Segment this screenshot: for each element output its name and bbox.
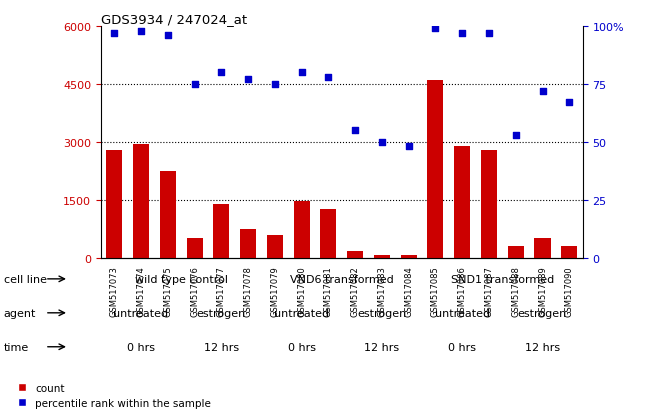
Text: untreated: untreated [113, 308, 169, 318]
Text: agent: agent [4, 308, 36, 318]
Text: 12 hrs: 12 hrs [204, 342, 239, 352]
Point [296, 70, 307, 76]
Point [564, 100, 574, 107]
Text: wild type control: wild type control [135, 274, 228, 284]
Point [510, 132, 521, 139]
Text: estrogen: estrogen [518, 308, 567, 318]
Bar [240, 229, 256, 258]
Text: cell line: cell line [4, 274, 47, 284]
Bar [374, 255, 390, 258]
Point [350, 128, 361, 134]
Legend: count, percentile rank within the sample: count, percentile rank within the sample [18, 383, 211, 408]
Bar [187, 239, 202, 258]
Bar [214, 205, 229, 258]
Bar [133, 145, 149, 258]
Bar [534, 239, 551, 258]
Bar [347, 251, 363, 258]
Bar [159, 171, 176, 258]
Text: 12 hrs: 12 hrs [525, 342, 560, 352]
Text: VND6 transformed: VND6 transformed [290, 274, 394, 284]
Text: 0 hrs: 0 hrs [127, 342, 155, 352]
Bar [320, 210, 337, 258]
Bar [400, 256, 417, 258]
Point [136, 28, 146, 35]
Text: untreated: untreated [274, 308, 329, 318]
Text: time: time [4, 342, 29, 352]
Point [377, 139, 387, 146]
Text: GDS3934 / 247024_at: GDS3934 / 247024_at [101, 13, 247, 26]
Bar [106, 150, 122, 258]
Point [484, 31, 494, 37]
Point [270, 81, 280, 88]
Text: 0 hrs: 0 hrs [448, 342, 477, 352]
Point [163, 33, 173, 39]
Bar [294, 201, 310, 258]
Text: 12 hrs: 12 hrs [365, 342, 400, 352]
Point [189, 81, 200, 88]
Bar [428, 81, 443, 258]
Point [404, 144, 414, 150]
Point [323, 74, 333, 81]
Point [109, 31, 120, 37]
Bar [481, 150, 497, 258]
Bar [508, 247, 524, 258]
Point [457, 31, 467, 37]
Text: untreated: untreated [435, 308, 490, 318]
Point [216, 70, 227, 76]
Point [430, 26, 441, 33]
Point [243, 77, 253, 83]
Point [537, 88, 547, 95]
Bar [561, 247, 577, 258]
Text: estrogen: estrogen [197, 308, 246, 318]
Text: 0 hrs: 0 hrs [288, 342, 316, 352]
Text: estrogen: estrogen [357, 308, 406, 318]
Text: SND1 transformed: SND1 transformed [450, 274, 554, 284]
Bar [454, 146, 470, 258]
Bar [267, 235, 283, 258]
